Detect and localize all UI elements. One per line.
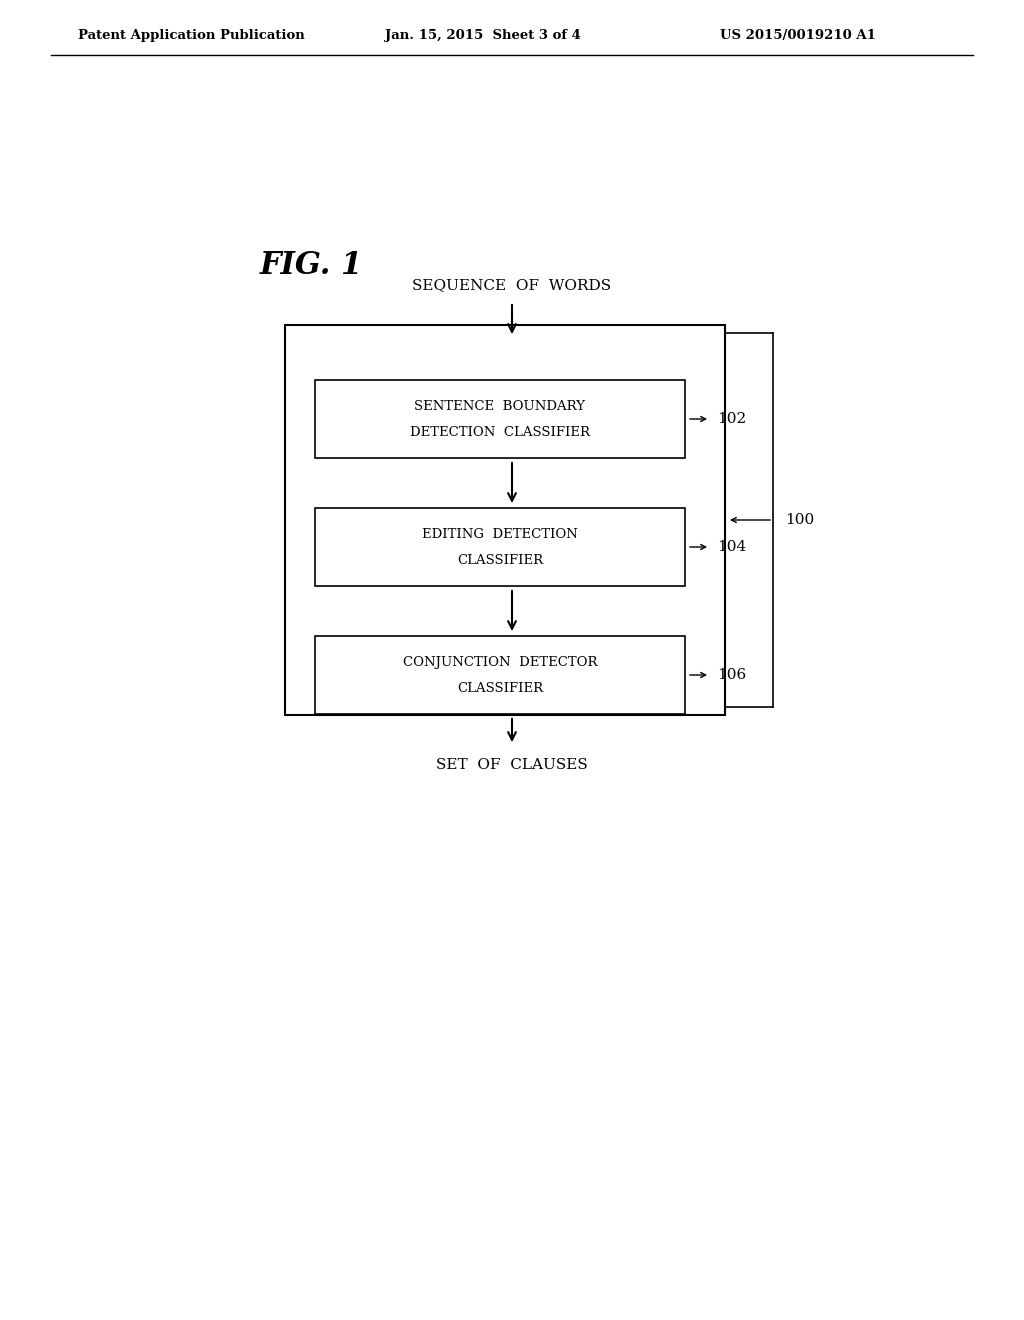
Text: SEQUENCE  OF  WORDS: SEQUENCE OF WORDS (413, 279, 611, 292)
Text: 104: 104 (717, 540, 746, 554)
Text: US 2015/0019210 A1: US 2015/0019210 A1 (720, 29, 876, 41)
Text: SET  OF  CLAUSES: SET OF CLAUSES (436, 758, 588, 772)
FancyBboxPatch shape (315, 636, 685, 714)
FancyBboxPatch shape (285, 325, 725, 715)
Text: CLASSIFIER: CLASSIFIER (457, 681, 543, 694)
Text: CONJUNCTION  DETECTOR: CONJUNCTION DETECTOR (402, 656, 597, 668)
Text: Jan. 15, 2015  Sheet 3 of 4: Jan. 15, 2015 Sheet 3 of 4 (385, 29, 581, 41)
Text: Patent Application Publication: Patent Application Publication (78, 29, 305, 41)
FancyBboxPatch shape (315, 380, 685, 458)
Text: CLASSIFIER: CLASSIFIER (457, 553, 543, 566)
Text: EDITING  DETECTION: EDITING DETECTION (422, 528, 578, 540)
Text: 106: 106 (717, 668, 746, 682)
Text: SENTENCE  BOUNDARY: SENTENCE BOUNDARY (415, 400, 586, 413)
FancyBboxPatch shape (315, 508, 685, 586)
Text: 102: 102 (717, 412, 746, 426)
Text: FIG. 1: FIG. 1 (260, 249, 364, 281)
Text: DETECTION  CLASSIFIER: DETECTION CLASSIFIER (410, 425, 590, 438)
Text: 100: 100 (785, 513, 814, 527)
